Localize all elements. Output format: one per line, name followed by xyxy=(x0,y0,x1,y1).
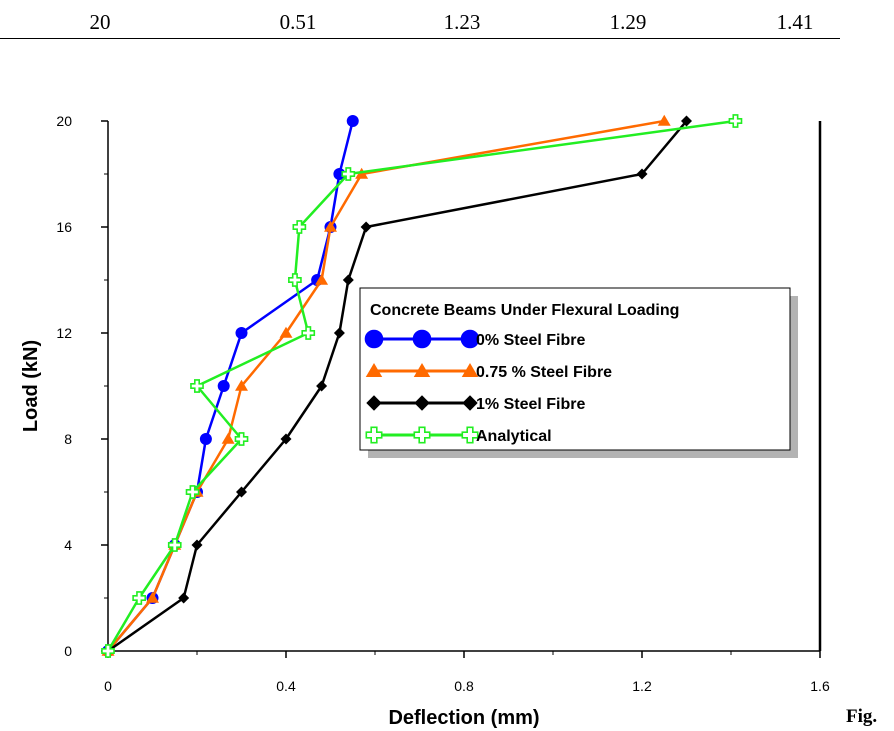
data-point xyxy=(342,274,354,286)
table-cell: 0.51 xyxy=(279,10,317,34)
data-point xyxy=(132,591,146,605)
y-tick-label: 20 xyxy=(56,113,72,129)
data-point xyxy=(365,363,383,377)
data-point xyxy=(365,426,383,444)
data-point xyxy=(146,591,159,603)
legend-item: 0% Steel Fibre xyxy=(364,329,585,349)
table-cell: 20 xyxy=(89,10,111,34)
data-point xyxy=(364,329,384,349)
data-point xyxy=(301,326,316,340)
legend-label: Analytical xyxy=(476,428,552,445)
legend-item: 1% Steel Fibre xyxy=(366,395,585,413)
data-point xyxy=(236,486,247,498)
data-point xyxy=(324,220,337,232)
data-point xyxy=(190,379,204,393)
legend-label: 0% Steel Fibre xyxy=(476,332,585,349)
data-point xyxy=(235,327,248,339)
data-point xyxy=(462,395,478,411)
data-point xyxy=(279,326,293,338)
data-point xyxy=(292,220,307,234)
legend: Concrete Beams Under Flexural Loading 0%… xyxy=(359,287,798,458)
x-tick-label: 1.6 xyxy=(810,678,830,694)
data-point xyxy=(341,167,356,181)
y-tick-label: 4 xyxy=(64,537,72,553)
table-cell: 1.41 xyxy=(776,10,814,34)
legend-box xyxy=(359,287,791,451)
data-point xyxy=(315,273,329,285)
data-point xyxy=(199,433,212,445)
data-point xyxy=(167,538,182,552)
x-tick-label: 0.8 xyxy=(454,678,474,694)
data-point xyxy=(217,380,230,392)
x-tick-label: 0 xyxy=(104,678,112,694)
data-point xyxy=(316,380,328,392)
data-point xyxy=(221,432,235,444)
x-tick-label: 0.4 xyxy=(276,678,296,694)
legend-item: Analytical xyxy=(365,426,552,445)
series xyxy=(101,114,743,658)
y-tick-label: 8 xyxy=(64,431,72,447)
data-point xyxy=(681,115,692,127)
y-axis-title: Load (kN) xyxy=(20,340,42,432)
y-tick-label: 12 xyxy=(56,325,72,341)
data-point xyxy=(414,395,430,411)
legend-title: Concrete Beams Under Flexural Loading xyxy=(370,302,679,319)
data-point xyxy=(460,329,480,349)
x-axis-title: Deflection (mm) xyxy=(388,707,539,729)
series-line xyxy=(107,120,354,652)
y-tick-label: 16 xyxy=(56,219,72,235)
data-point xyxy=(412,329,432,349)
data-point xyxy=(333,327,345,339)
data-point xyxy=(185,485,200,499)
data-point xyxy=(461,363,479,377)
data-point xyxy=(235,379,248,391)
data-point xyxy=(413,426,431,444)
legend-label: 1% Steel Fibre xyxy=(476,396,585,413)
x-tick-label: 1.2 xyxy=(632,678,652,694)
y-tick-label: 0 xyxy=(64,643,72,659)
table-row-fragment: 20 0.51 1.23 1.29 1.41 xyxy=(0,0,840,39)
table-cell: 1.29 xyxy=(609,10,647,34)
legend-item: 0.75 % Steel Fibre xyxy=(365,363,612,381)
data-point xyxy=(636,168,648,180)
data-point xyxy=(413,363,431,377)
legend-label: 0.75 % Steel Fibre xyxy=(476,364,612,381)
data-point xyxy=(234,432,249,446)
data-point xyxy=(657,114,671,126)
data-point xyxy=(191,539,203,551)
data-point xyxy=(366,395,382,411)
data-point xyxy=(728,114,743,128)
data-point xyxy=(288,273,302,287)
data-point xyxy=(346,115,359,127)
data-point xyxy=(101,644,115,658)
table-cell: 1.23 xyxy=(443,10,481,34)
data-point xyxy=(461,426,479,444)
data-point xyxy=(280,433,292,445)
data-point xyxy=(360,221,372,233)
figure-caption: Fig. xyxy=(846,706,878,727)
data-point xyxy=(178,592,190,604)
